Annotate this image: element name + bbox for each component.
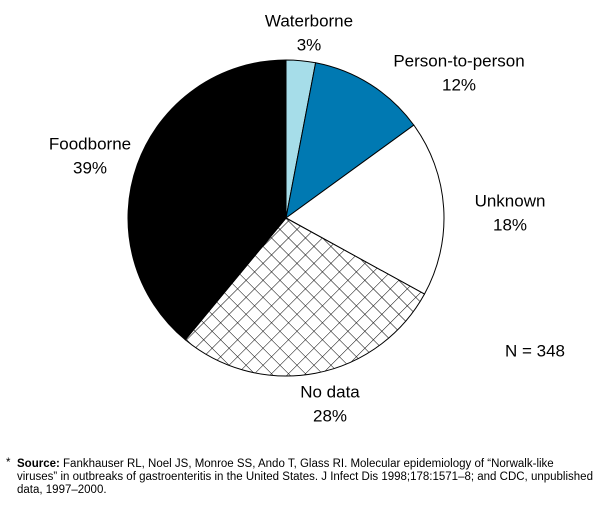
footnote: * Source: Fankhauser RL, Noel JS, Monroe… (6, 457, 594, 497)
footnote-label: Source: (17, 458, 60, 470)
value-label: 3% (297, 35, 322, 54)
pie-slice (127, 59, 287, 341)
slice-label: Foodborne (49, 134, 131, 153)
footnote-text: Fankhauser RL, Noel JS, Monroe SS, Ando … (17, 458, 593, 496)
pie-slice (285, 124, 445, 295)
slice-label: Unknown (475, 191, 546, 210)
pie-slice (184, 217, 426, 377)
value-label: 12% (442, 75, 476, 94)
pie-slice (285, 62, 415, 220)
footnote-marker: * (6, 457, 11, 469)
chart: N = 348 Waterborne 3% Person-to-person 12% U… (49, 11, 565, 425)
value-label: 28% (313, 406, 347, 425)
slice-label: No data (300, 382, 360, 401)
value-label: 39% (73, 158, 107, 177)
slice-label: Person-to-person (393, 51, 524, 70)
note: N = 348 (505, 341, 565, 360)
slice-label: Waterborne (265, 11, 353, 30)
value-label: 18% (493, 215, 527, 234)
